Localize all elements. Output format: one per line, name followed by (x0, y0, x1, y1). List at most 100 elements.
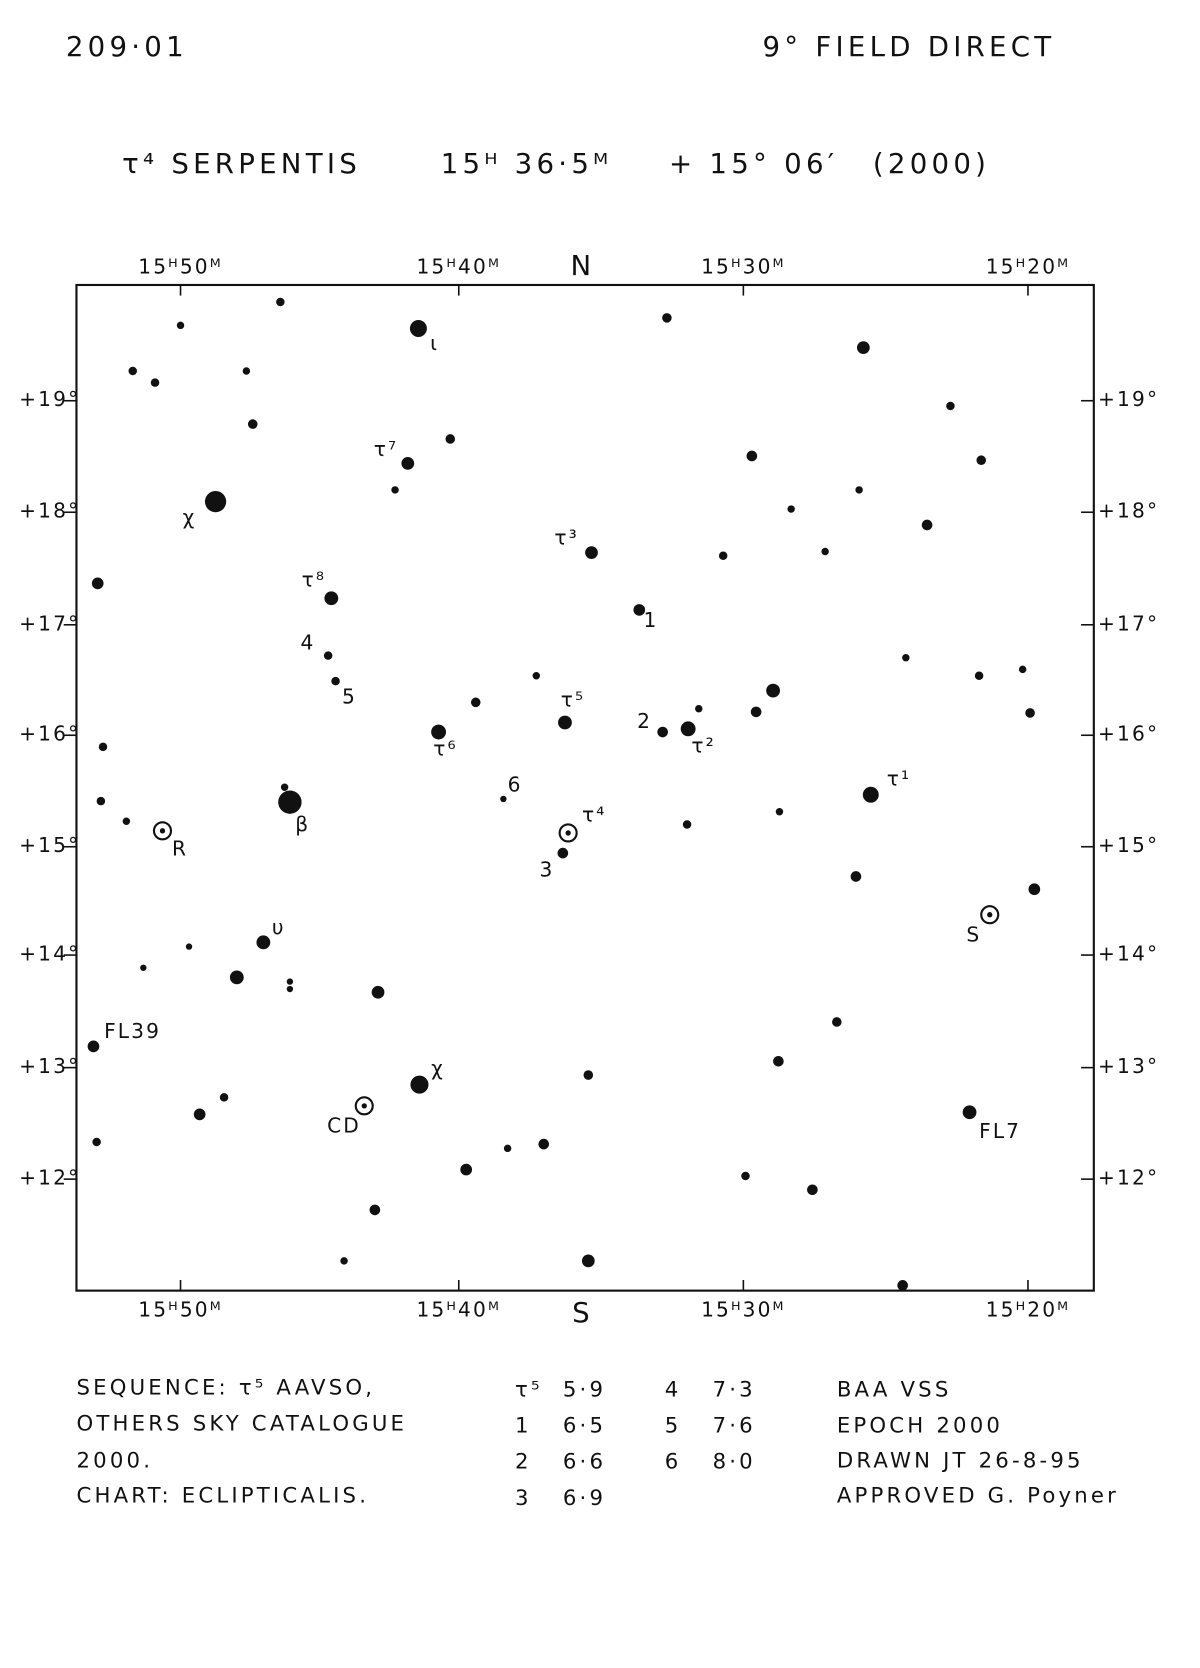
variable-ring (558, 823, 578, 843)
chart-frame (75, 283, 1095, 1292)
north-label: N (571, 249, 596, 282)
star (976, 455, 987, 465)
sequence-magnitude: 6·9 (563, 1486, 606, 1511)
star (176, 321, 185, 330)
star (695, 704, 703, 713)
star (323, 651, 333, 660)
star (128, 366, 137, 376)
star-label: τ¹ (887, 766, 911, 790)
star (371, 985, 385, 999)
dec-label-right: +13° (1098, 1054, 1159, 1078)
variable-ring (980, 905, 1000, 925)
star (185, 943, 193, 950)
star-label: τ⁴ (582, 802, 606, 826)
star (902, 654, 910, 662)
star-label: FL7 (979, 1119, 1021, 1143)
sequence-note: SEQUENCE: τ⁵ AAVSO, (76, 1375, 375, 1400)
variable-ring (152, 821, 173, 841)
star (256, 935, 271, 950)
star-label: τ⁷ (374, 437, 398, 461)
sequence-note: OTHERS SKY CATALOGUE (76, 1411, 407, 1436)
sequence-note: 2000. (76, 1449, 153, 1474)
credit-line: EPOCH 2000 (837, 1414, 1003, 1439)
star (766, 683, 780, 698)
star (470, 697, 481, 708)
star (369, 1204, 381, 1216)
sequence-magnitude: 6·6 (563, 1450, 606, 1475)
star-label: τ³ (554, 525, 578, 549)
star (503, 1144, 512, 1153)
star (750, 706, 762, 718)
star (391, 486, 399, 494)
star (331, 676, 340, 686)
star (431, 724, 447, 740)
star (557, 847, 569, 859)
sequence-magnitude: 8·0 (713, 1450, 756, 1475)
star (974, 671, 984, 681)
epoch: (2000) (873, 147, 990, 180)
star-label: β (295, 812, 310, 836)
dec-label-left: +18° (19, 499, 80, 523)
ra-label-top: 15ᴴ30ᴹ (701, 254, 786, 278)
star (746, 450, 758, 462)
star (718, 551, 728, 561)
star-label: τ² (691, 733, 715, 757)
sequence-star: 3 (515, 1486, 532, 1511)
star-label: 3 (539, 858, 554, 882)
star (787, 505, 795, 513)
star (460, 1163, 473, 1176)
dec-label-right: +14° (1098, 942, 1159, 966)
sequence-star: 1 (515, 1414, 532, 1439)
star-name: τ⁴ SERPENTIS (122, 147, 361, 180)
star (581, 1254, 595, 1268)
dec-label-right: +18° (1098, 499, 1159, 523)
star-label: 5 (342, 685, 357, 709)
star-label: S (966, 922, 981, 946)
dec-label-right: +16° (1098, 722, 1159, 746)
dec-label-left: +19° (19, 387, 80, 411)
declination: + 15° 06′ (669, 147, 838, 180)
star (276, 297, 285, 307)
star (410, 1075, 429, 1094)
ra-label-bottom: 15ᴴ40ᴹ (416, 1297, 501, 1321)
star (96, 796, 106, 806)
star (219, 1093, 229, 1102)
star (1025, 708, 1035, 718)
star (87, 1040, 100, 1053)
star (229, 970, 244, 985)
sequence-magnitude: 7·6 (713, 1414, 756, 1439)
star (558, 715, 572, 730)
star (585, 546, 598, 559)
variable-dot (565, 830, 571, 836)
ra-label-top: 15ᴴ40ᴹ (416, 254, 501, 278)
star-label: CD (327, 1114, 361, 1138)
star (775, 807, 784, 816)
star-label: 4 (301, 630, 316, 654)
star (280, 783, 289, 791)
dec-label-left: +16° (19, 722, 80, 746)
credit-line: DRAWN JT 26-8-95 (837, 1449, 1084, 1474)
sequence-note: CHART: ECLIPTICALIS. (76, 1484, 369, 1509)
dec-label-left: +12° (19, 1166, 80, 1190)
star (855, 486, 863, 494)
star (242, 367, 251, 375)
dec-label-left: +14° (19, 942, 80, 966)
ra-label-top: 15ᴴ20ᴹ (986, 254, 1071, 278)
sequence-magnitude: 5·9 (563, 1377, 606, 1402)
star-label: 2 (637, 709, 652, 733)
star (807, 1184, 818, 1196)
credit-line: APPROVED G. Poyner (837, 1484, 1119, 1509)
star (850, 871, 862, 882)
variable-ring (354, 1096, 374, 1116)
dec-label-left: +15° (19, 833, 80, 857)
star (193, 1108, 206, 1121)
variable-dot (361, 1103, 367, 1109)
star (500, 795, 507, 803)
right-ascension: 15ᴴ 36·5ᴹ (441, 147, 613, 180)
chart-number: 209·01 (66, 30, 188, 63)
star (204, 490, 227, 513)
star (538, 1138, 550, 1150)
ra-label-bottom: 15ᴴ50ᴹ (138, 1297, 223, 1321)
sequence-star: τ⁵ (515, 1377, 543, 1402)
